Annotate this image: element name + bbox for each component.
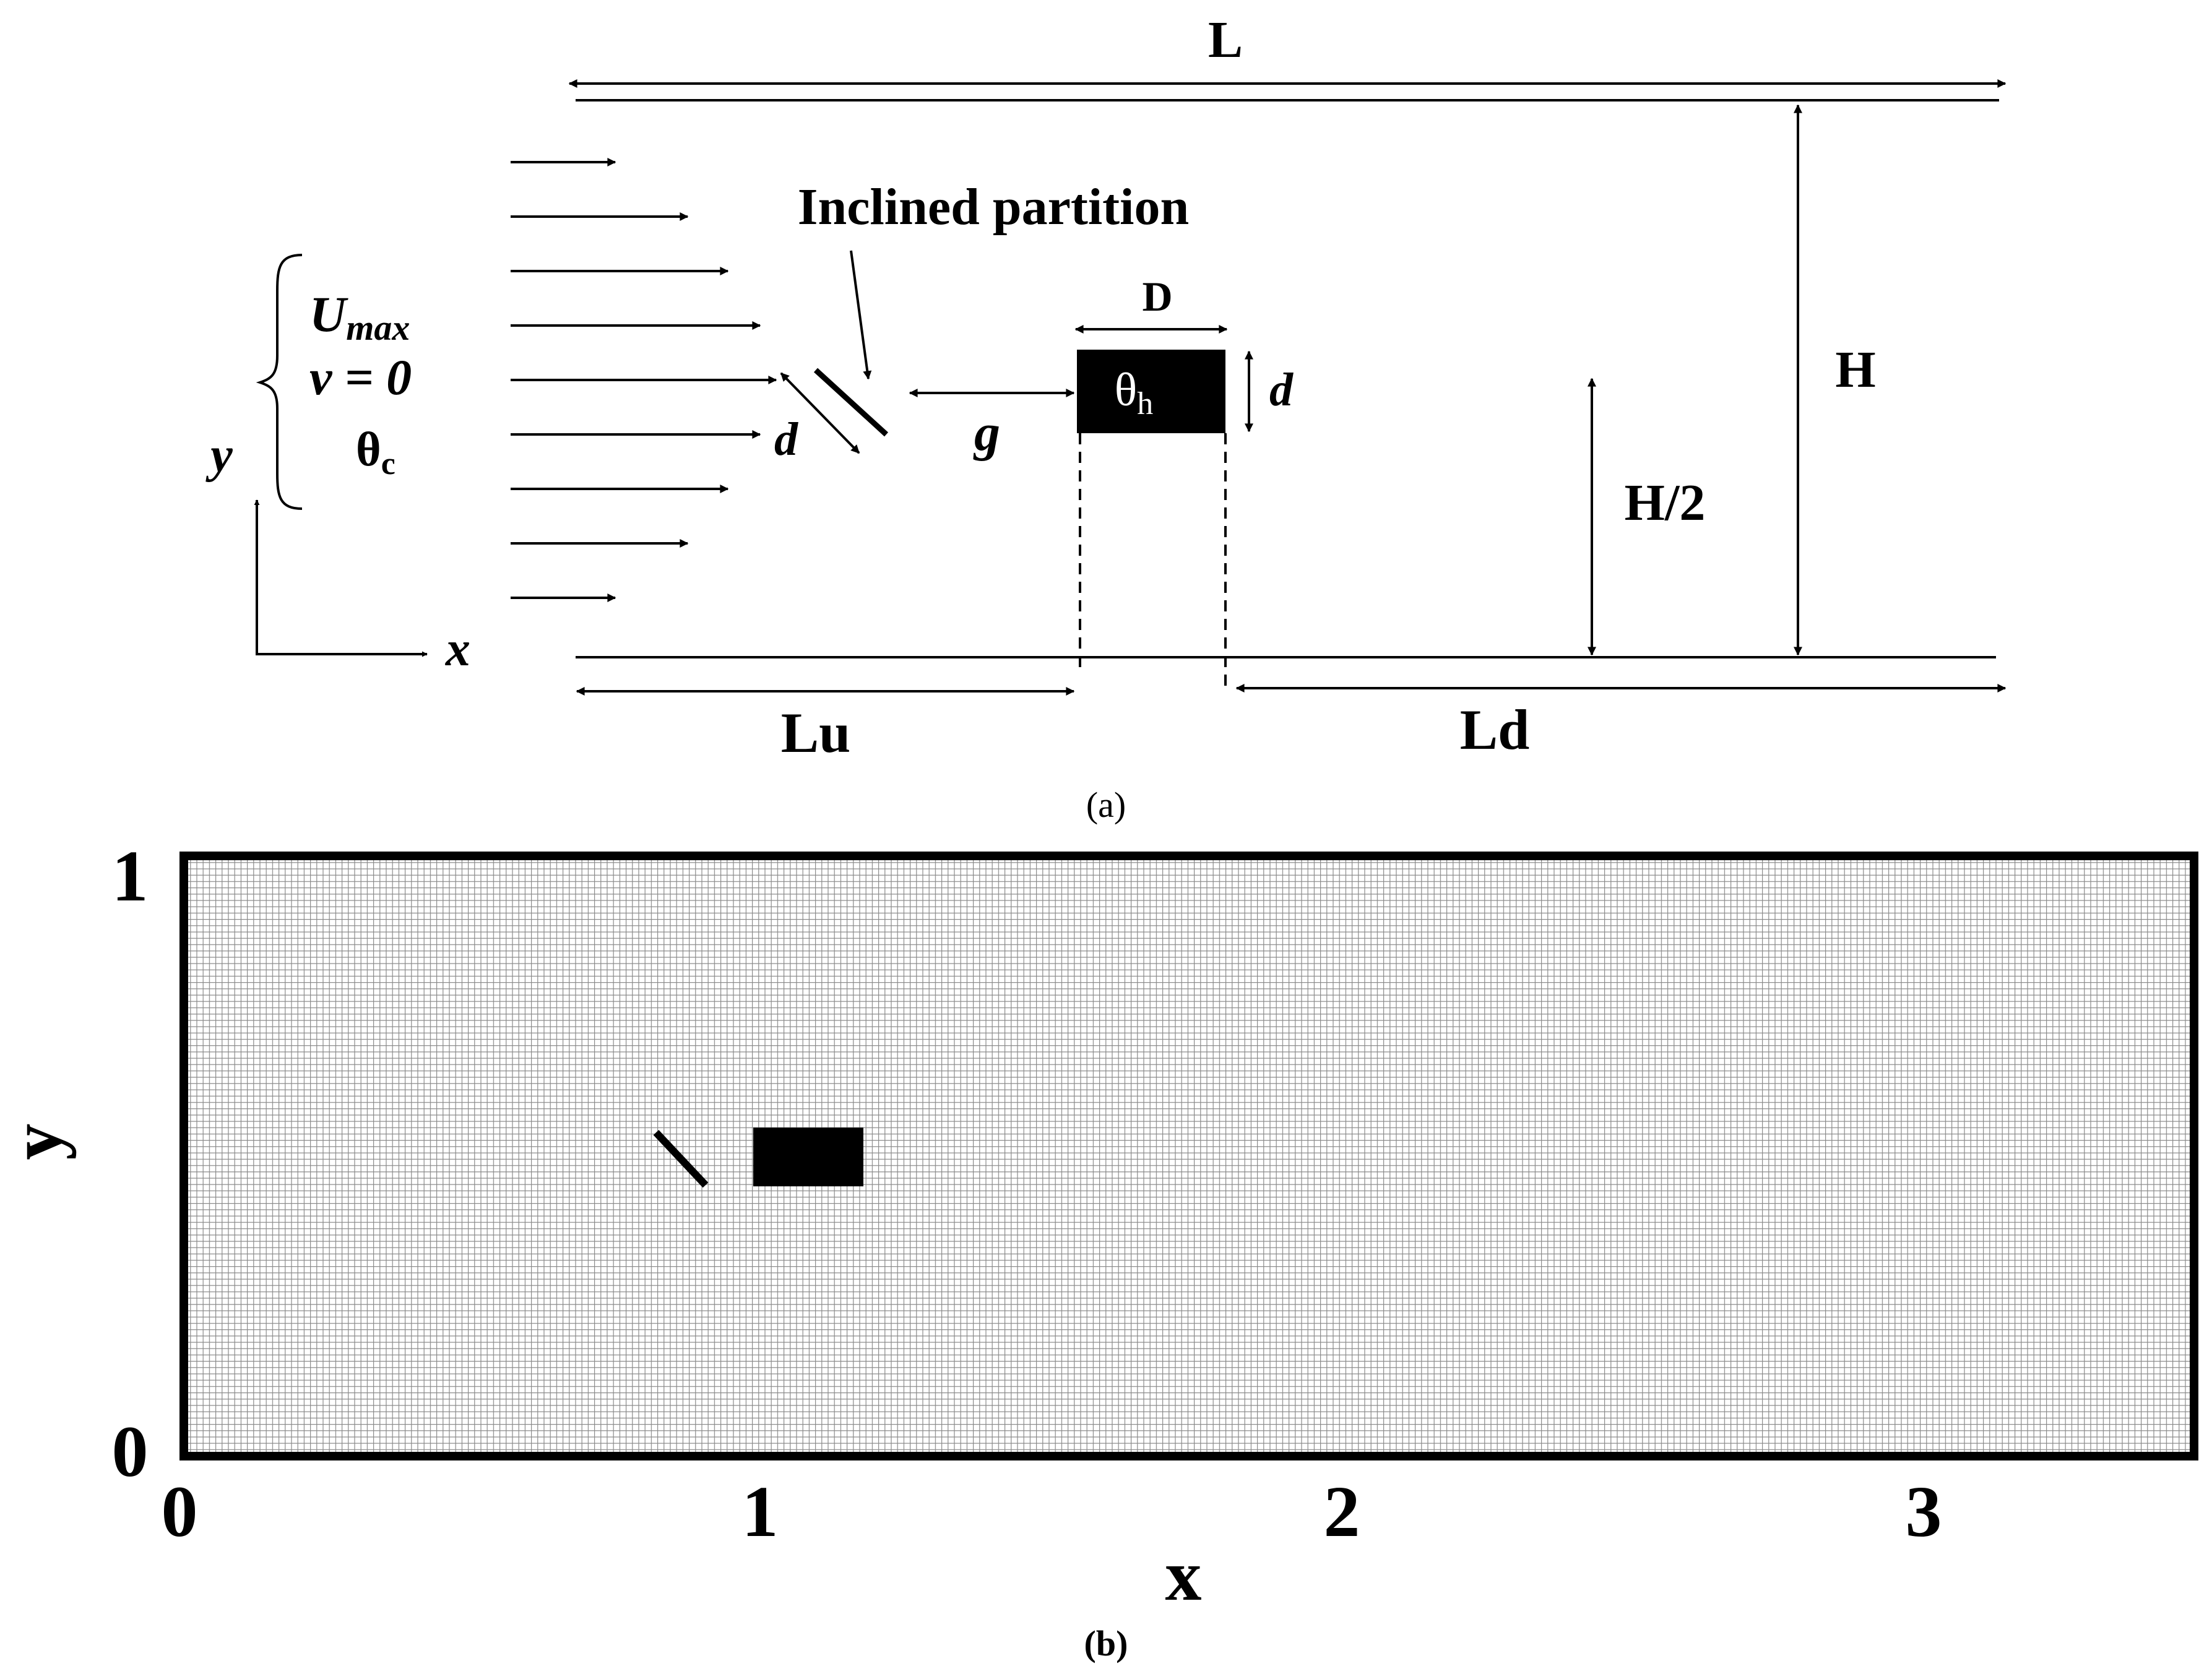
y-tick-0: 0 [112, 1411, 149, 1492]
length-label: L [1208, 11, 1243, 69]
inlet-v-label: v = 0 [309, 349, 412, 405]
partition-pointer-arrow [850, 250, 872, 380]
inclined-partition [813, 368, 889, 437]
x-tick-3: 3 [1906, 1471, 1942, 1552]
block-height-label: d [1269, 364, 1294, 416]
inlet-velocity-label: Umax [309, 286, 410, 348]
height-label: H [1835, 341, 1875, 399]
x-tick-0: 0 [162, 1471, 198, 1552]
y-tick-1: 1 [112, 835, 149, 917]
panel-b-caption: (b) [1084, 1623, 1128, 1663]
heated-block [1077, 350, 1225, 433]
domain-border [179, 852, 2198, 1460]
half-height-label: H/2 [1625, 474, 1706, 532]
mesh-panel: 1 0 0 1 2 3 x y (b) [0, 835, 2198, 1663]
mesh-block [753, 1128, 863, 1186]
computational-mesh [184, 856, 2194, 1456]
downstream-length-label: Ld [1460, 698, 1530, 761]
upstream-length-label: Lu [781, 701, 851, 764]
block-width-label: D [1142, 273, 1172, 320]
schematic-panel: L H H/2 Umax v = 0 θc y x Inclined parti… [205, 11, 2007, 825]
axis-y-label: y [205, 428, 233, 483]
x-tick-1: 1 [742, 1471, 779, 1552]
axis-x-label: x [445, 622, 470, 676]
y-axis-label: y [0, 1124, 77, 1160]
partition-length-label: d [774, 413, 798, 465]
gap-label: g [973, 404, 1000, 462]
block-temp-label: θh [1115, 364, 1153, 421]
mesh-partition [653, 1129, 709, 1188]
inlet-velocity-profile [511, 158, 777, 602]
inlet-brace [256, 254, 303, 510]
inlet-temp-label: θc [356, 422, 395, 481]
partition-length-arrow [780, 372, 860, 454]
x-tick-2: 2 [1324, 1471, 1360, 1552]
x-axis-label: x [1165, 1535, 1202, 1616]
panel-a-caption: (a) [1086, 785, 1126, 825]
partition-label: Inclined partition [798, 178, 1189, 236]
